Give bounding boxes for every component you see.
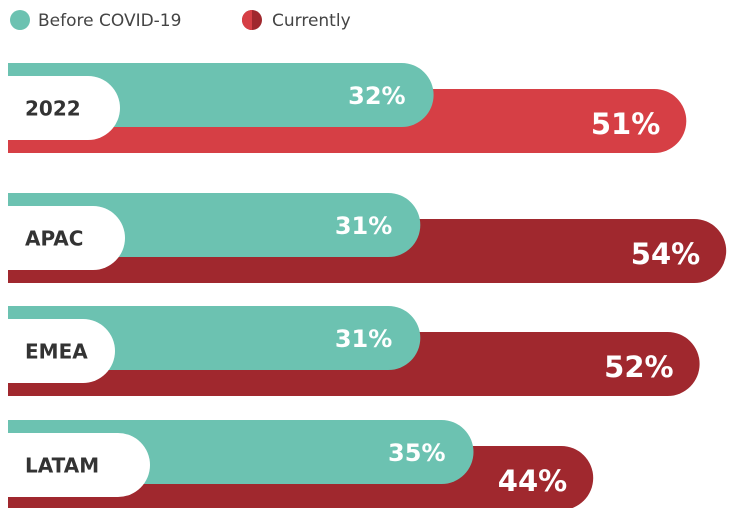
- category-label: LATAM: [25, 454, 99, 478]
- legend-swatch: [10, 10, 30, 30]
- legend: Before COVID-19 Currently: [10, 10, 351, 31]
- value-label: 54%: [631, 237, 700, 271]
- category-pill: [0, 206, 125, 270]
- legend-label: Currently: [272, 11, 351, 31]
- category-pill: [0, 433, 150, 497]
- legend-label: Before COVID-19: [38, 11, 181, 31]
- category-label: APAC: [25, 227, 83, 251]
- category-pill: [0, 76, 120, 140]
- value-label: 35%: [388, 439, 445, 467]
- category-label: 2022: [25, 97, 81, 121]
- value-label: 51%: [591, 107, 660, 141]
- category-pill: [0, 319, 115, 383]
- legend-swatch-half: [242, 10, 252, 30]
- value-label: 44%: [498, 464, 567, 498]
- value-label: 31%: [335, 325, 392, 353]
- value-label: 52%: [604, 350, 673, 384]
- value-label: 32%: [348, 82, 405, 110]
- category-label: EMEA: [25, 340, 88, 364]
- value-label: 31%: [335, 212, 392, 240]
